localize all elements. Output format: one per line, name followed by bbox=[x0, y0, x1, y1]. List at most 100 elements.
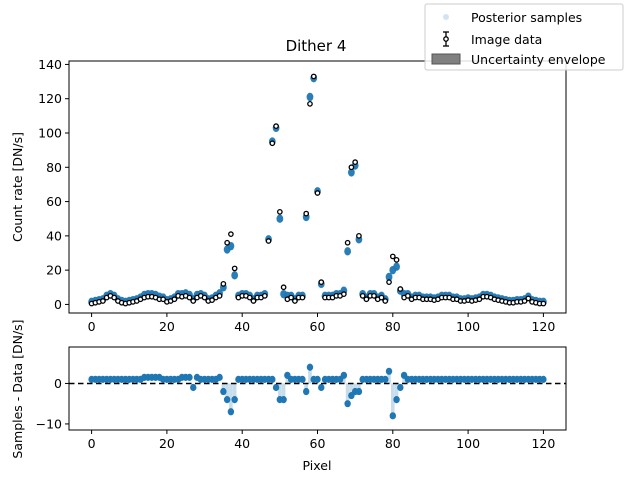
bottom-x-axis-label: Pixel bbox=[303, 458, 332, 473]
top-plot-area bbox=[69, 61, 566, 313]
posterior-sample-point bbox=[276, 214, 284, 223]
top-ytick-label: 140 bbox=[38, 57, 62, 72]
image-data-point bbox=[521, 298, 528, 304]
image-data-point bbox=[525, 295, 532, 302]
image-data-point bbox=[397, 286, 404, 292]
residual-sample-point bbox=[231, 396, 238, 404]
top-xtick-label: 60 bbox=[310, 319, 326, 334]
posterior-sample-point bbox=[231, 271, 239, 280]
image-data-point bbox=[393, 257, 400, 263]
residual-sample-point bbox=[303, 387, 310, 396]
bottom-xtick-label: 0 bbox=[88, 436, 96, 451]
top-xtick-label: 80 bbox=[385, 319, 401, 334]
legend-envelope-swatch bbox=[431, 53, 461, 65]
residual-sample-point bbox=[186, 373, 193, 381]
legend-box bbox=[424, 3, 624, 71]
residual-sample-spread bbox=[342, 375, 346, 384]
residual-sample-point bbox=[299, 375, 306, 383]
residual-sample-point bbox=[269, 375, 276, 383]
bottom-y-axis-label: Samples - Data [DN/s] bbox=[10, 319, 25, 458]
image-data-point bbox=[341, 291, 347, 297]
bottom-ytick-label: 0 bbox=[54, 376, 62, 391]
image-data-point bbox=[269, 140, 276, 147]
bottom-xtick-label: 100 bbox=[456, 436, 480, 451]
residual-sample-point bbox=[272, 383, 280, 392]
posterior-sample-point bbox=[347, 168, 355, 177]
image-data-point bbox=[540, 300, 547, 307]
bottom-xtick-label: 40 bbox=[234, 436, 250, 451]
posterior-sample-point bbox=[393, 262, 400, 271]
residual-sample-point bbox=[355, 387, 363, 396]
top-ytick-label: 100 bbox=[38, 126, 62, 141]
image-data-point bbox=[261, 293, 268, 299]
top-ytick-label: 60 bbox=[46, 194, 62, 209]
top-ytick-label: 80 bbox=[46, 160, 62, 175]
image-data-point bbox=[318, 279, 325, 285]
image-data-point bbox=[348, 164, 355, 171]
image-data-point bbox=[201, 294, 208, 301]
legend-posterior-marker bbox=[443, 14, 449, 20]
bottom-xtick-label: 60 bbox=[310, 436, 326, 451]
top-xtick-label: 40 bbox=[234, 319, 250, 334]
image-data-point bbox=[292, 298, 298, 304]
image-data-point bbox=[190, 298, 197, 304]
residual-sample-point bbox=[318, 383, 325, 392]
residual-sample-point bbox=[314, 375, 321, 383]
residual-sample-spread bbox=[357, 383, 361, 392]
image-data-point bbox=[299, 294, 306, 301]
bottom-xtick-label: 120 bbox=[531, 436, 555, 451]
bottom-ytick-label: −10 bbox=[36, 416, 62, 431]
image-data-point bbox=[382, 298, 389, 304]
image-data-point bbox=[160, 296, 166, 303]
bottom-data-marks bbox=[69, 363, 566, 420]
bottom-plot-area bbox=[69, 347, 566, 430]
chart-title: Dither 4 bbox=[286, 37, 347, 55]
residual-sample-spread bbox=[308, 367, 312, 384]
residual-sample-spread bbox=[353, 383, 357, 392]
residual-sample-spread bbox=[225, 383, 229, 400]
bottom-panel: 0 20 40 60 80 100 120 −10 0 Pixel Samples - Dat… bbox=[10, 319, 567, 473]
residual-sample-point bbox=[344, 400, 351, 408]
residual-sample-point bbox=[280, 396, 287, 404]
top-xtick-label: 20 bbox=[159, 319, 175, 334]
residual-sample-point bbox=[382, 375, 389, 383]
image-data-point bbox=[371, 293, 377, 299]
posterior-sample-point bbox=[385, 272, 393, 282]
image-data-point bbox=[344, 239, 351, 246]
image-data-point bbox=[389, 253, 396, 260]
bottom-x-ticks: 0 20 40 60 80 100 120 bbox=[88, 430, 555, 451]
posterior-sample-point bbox=[306, 92, 314, 102]
legend-entry-posterior-samples: Posterior samples bbox=[443, 10, 582, 25]
top-xtick-label: 100 bbox=[456, 319, 480, 334]
image-data-point bbox=[246, 294, 253, 301]
image-data-point bbox=[352, 159, 359, 165]
top-ytick-label: 120 bbox=[38, 91, 62, 106]
top-panel: Dither 4 0 20 40 60 80 100 120 0 20 40 60 80 100 120… bbox=[10, 37, 567, 334]
top-y-ticks: 0 20 40 60 80 100 120 140 bbox=[38, 57, 69, 312]
image-data-point bbox=[310, 73, 317, 80]
residual-sample-point bbox=[227, 408, 235, 416]
legend-label-image-data: Image data bbox=[471, 32, 542, 47]
image-data-point bbox=[220, 281, 227, 287]
image-data-point bbox=[476, 296, 483, 303]
image-data-point bbox=[386, 279, 392, 285]
top-xtick-label: 0 bbox=[88, 319, 96, 334]
image-data-point bbox=[224, 239, 230, 246]
residual-sample-spread bbox=[281, 383, 286, 400]
image-data-point bbox=[276, 209, 283, 215]
residual-sample-point bbox=[385, 367, 393, 375]
residual-sample-point bbox=[190, 383, 197, 392]
residual-sample-spread bbox=[345, 383, 350, 404]
image-data-point bbox=[356, 233, 362, 239]
residual-sample-point bbox=[397, 383, 404, 392]
residual-sample-spread bbox=[278, 383, 282, 400]
image-data-point bbox=[171, 296, 178, 303]
image-data-point bbox=[378, 294, 385, 301]
image-data-point bbox=[216, 293, 223, 299]
residual-sample-spread bbox=[391, 383, 395, 416]
residual-sample-spread bbox=[304, 383, 309, 392]
image-data-point bbox=[307, 101, 313, 107]
legend-image-data-marker bbox=[443, 36, 449, 42]
bottom-xtick-label: 20 bbox=[159, 436, 175, 451]
image-data-point bbox=[111, 294, 118, 301]
